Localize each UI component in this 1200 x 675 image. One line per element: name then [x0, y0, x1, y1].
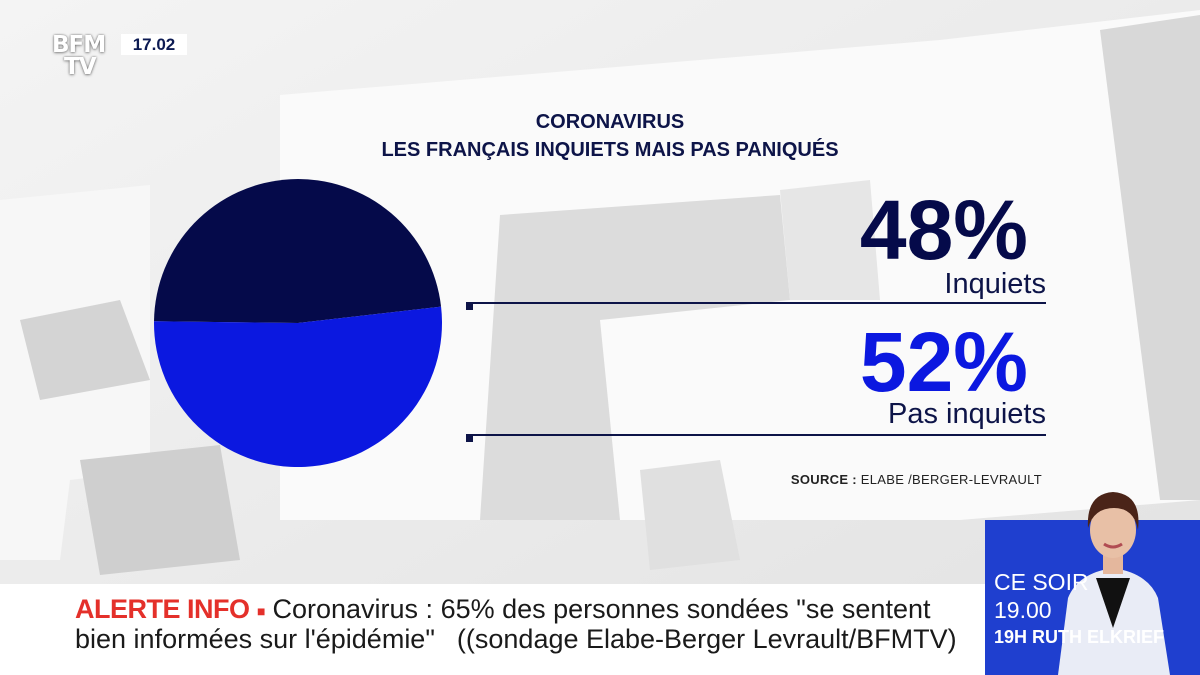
ticker-line-2: bien informées sur l'épidémie" ((sondage … — [75, 624, 957, 654]
background-letter-shape — [1100, 15, 1200, 500]
source-label: SOURCE : — [790, 472, 857, 487]
label-pas-inquiets: Pas inquiets — [888, 398, 1046, 430]
pie-slice-pas-inquiets — [153, 306, 442, 468]
alert-marker-icon: ■ — [257, 602, 265, 619]
source-text: ELABE /BERGER-LEVRAULT — [860, 472, 1042, 487]
background-letter-shape — [780, 180, 880, 300]
ticker-headline-1: Coronavirus : 65% des personnes sondées … — [272, 594, 931, 624]
background-letter-shape — [80, 445, 240, 575]
channel-logo-line1: BFM — [52, 32, 106, 58]
ticker-headline-2b: ((sondage Elabe-Berger Levrault/BFMTV) — [456, 624, 957, 654]
percent-inquiets: 48% — [859, 183, 1028, 277]
divider-rule — [466, 302, 1046, 310]
divider-rule-cap — [466, 434, 473, 442]
alert-label: ALERTE INFO — [75, 594, 250, 624]
divider-rule-cap — [466, 302, 473, 310]
promo-show-name: 19H RUTH ELKRIEF — [994, 627, 1165, 647]
pie-chart — [153, 179, 442, 468]
background-letter-shape — [20, 300, 150, 400]
promo-time: 19.00 — [994, 597, 1052, 623]
chart-source: SOURCE : ELABE /BERGER-LEVRAULT — [791, 472, 1042, 487]
clock-time: 17.02 — [121, 34, 187, 55]
chart-title: CORONAVIRUS LES FRANÇAIS INQUIETS MAIS P… — [300, 108, 920, 164]
percent-pas-inquiets: 52% — [859, 315, 1028, 409]
divider-rule — [466, 434, 1046, 442]
promo-tonight: CE SOIR — [994, 569, 1089, 595]
channel-logo-line2: TV — [64, 54, 97, 80]
ticker-line-1: ALERTE INFO ■ Coronavirus : 65% des pers… — [75, 594, 930, 626]
label-inquiets: Inquiets — [944, 268, 1046, 300]
ticker-headline-2a: bien informées sur l'épidémie" — [75, 624, 435, 654]
background-letter-shape — [640, 460, 740, 570]
presenter-photo — [1058, 492, 1170, 675]
pie-slice-inquiets — [154, 179, 442, 323]
chart-title-line2: LES FRANÇAIS INQUIETS MAIS PAS PANIQUÉS — [381, 139, 839, 161]
chart-title-line1: CORONAVIRUS — [535, 111, 685, 133]
channel-logo: BFM TV — [52, 32, 106, 80]
background-letter-shape — [480, 195, 790, 520]
